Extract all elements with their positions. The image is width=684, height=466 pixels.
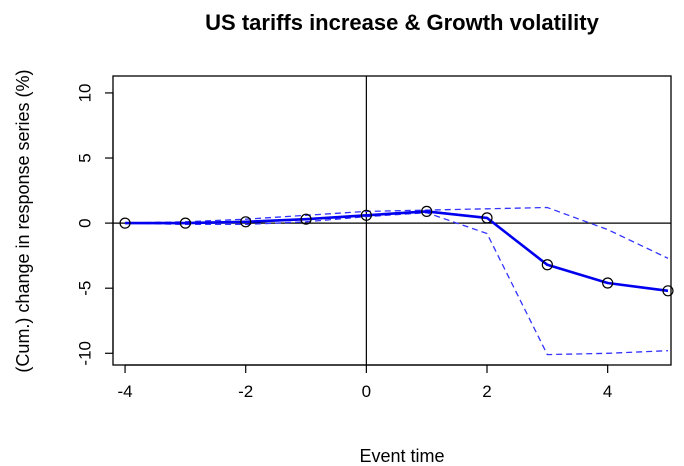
x-axis-label: Event time (359, 446, 444, 466)
estimate-point (602, 277, 614, 289)
y-tick-label: -10 (76, 341, 95, 366)
estimate-point (240, 216, 252, 228)
x-axis: -4 -2 0 2 4 (118, 364, 612, 401)
y-axis: -10 -5 0 5 10 (76, 83, 114, 366)
estimate-point (481, 212, 493, 224)
upper-band-line (125, 206, 669, 259)
x-tick-label: 0 (362, 382, 371, 401)
y-tick-label: 5 (76, 153, 95, 162)
estimate-line (125, 210, 669, 293)
reference-lines (113, 76, 671, 365)
plot-area (112, 75, 672, 366)
estimate-point (360, 209, 372, 221)
x-tick-label: -2 (238, 382, 253, 401)
y-axis-label: (Cum.) change in response series (%) (13, 69, 33, 372)
x-tick-label: 4 (603, 382, 612, 401)
y-tick-label: 0 (76, 218, 95, 227)
x-tick-label: -4 (118, 382, 133, 401)
lower-band-line (125, 212, 669, 356)
chart-title: US tariffs increase & Growth volatility (205, 10, 599, 35)
estimate-point (541, 259, 553, 271)
estimate-point (300, 213, 312, 225)
confidence-bands (125, 206, 669, 356)
estimate-point (119, 217, 131, 229)
estimate-point (421, 205, 433, 217)
x-tick-label: 2 (482, 382, 491, 401)
estimate-point (179, 217, 191, 229)
estimate-series (125, 210, 669, 293)
y-tick-label: -5 (76, 281, 95, 296)
estimate-point (662, 285, 674, 297)
estimate-points (119, 205, 674, 297)
y-tick-label: 10 (76, 83, 95, 102)
